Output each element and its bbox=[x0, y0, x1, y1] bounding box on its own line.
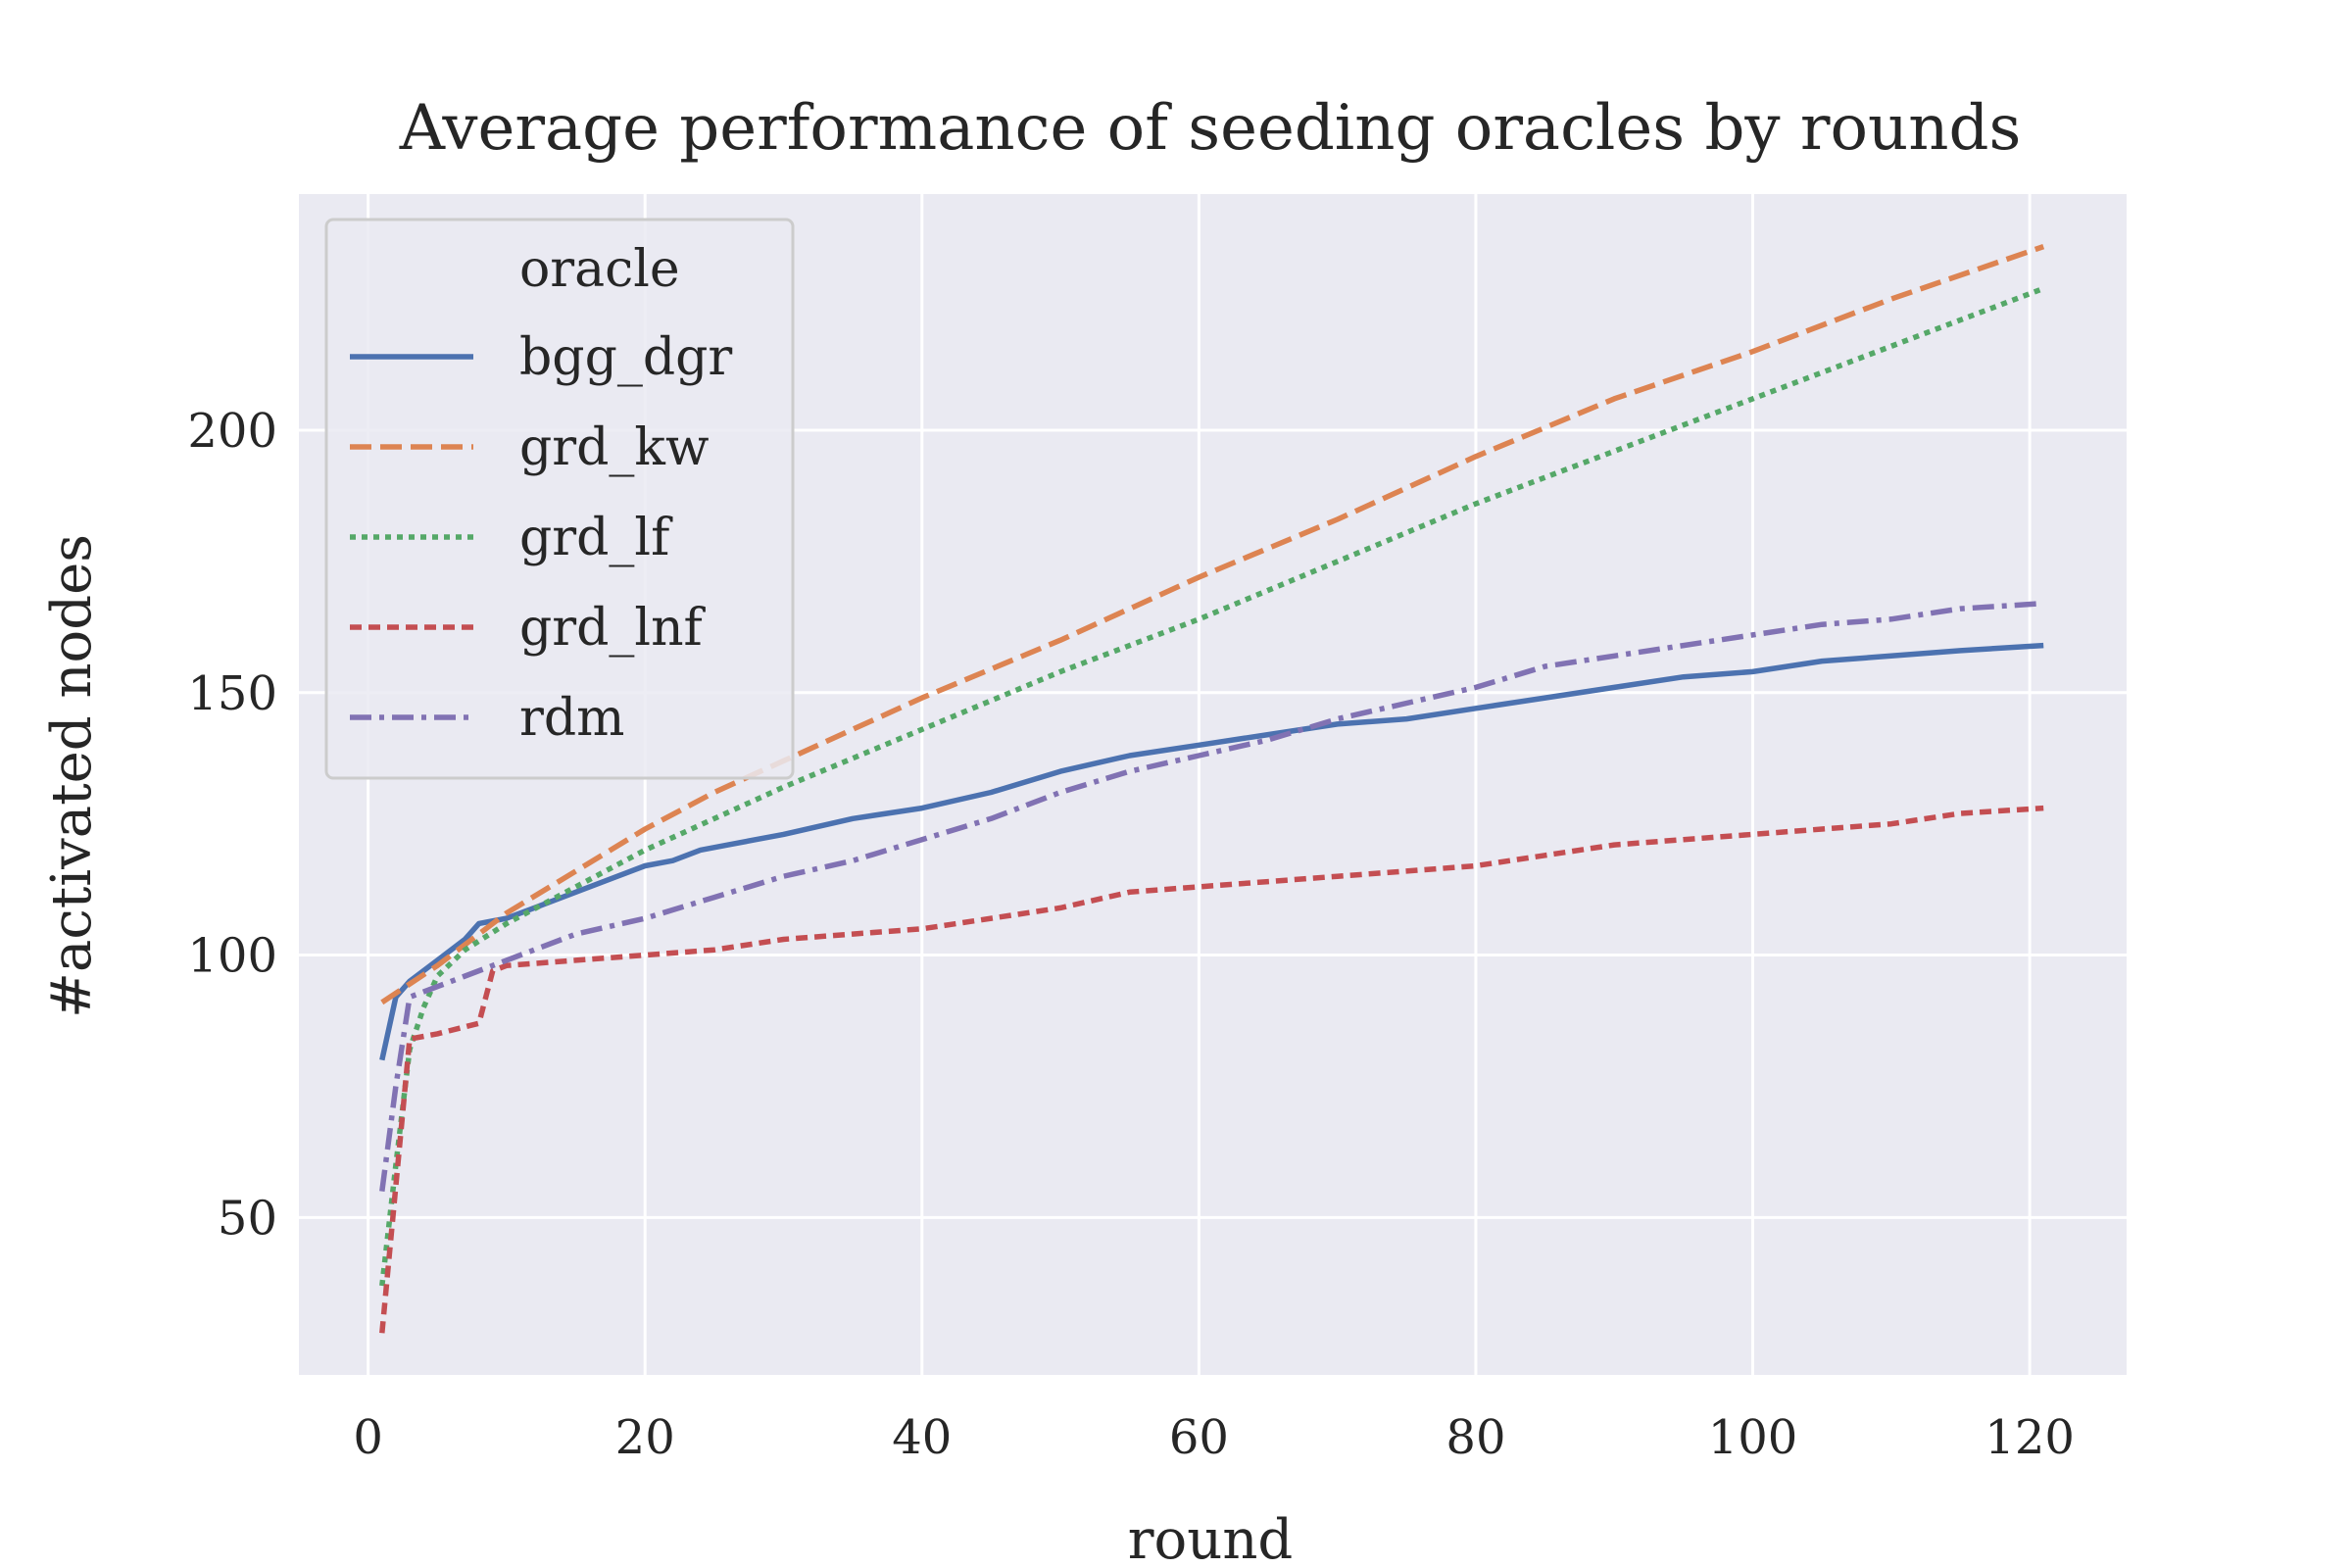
series-layer bbox=[379, 243, 2045, 1334]
x-tick-label: 40 bbox=[892, 1410, 952, 1465]
chart-title: Average performance of seeding oracles b… bbox=[399, 92, 2022, 165]
y-tick-label: 200 bbox=[187, 404, 277, 459]
x-tick-label: 100 bbox=[1708, 1410, 1798, 1465]
y-axis-label: #activated nodes bbox=[40, 534, 104, 1018]
legend-label: grd_kw bbox=[519, 418, 709, 477]
legend-label: bgg_dgr bbox=[519, 328, 732, 387]
x-axis-label: round bbox=[1128, 1508, 1293, 1568]
legend-label: rdm bbox=[519, 689, 624, 748]
y-tick-label: 50 bbox=[218, 1191, 277, 1246]
series-line-grd-kw bbox=[380, 243, 2045, 1005]
x-tick-label: 20 bbox=[615, 1410, 675, 1465]
x-tick-label: 0 bbox=[353, 1410, 383, 1465]
x-tick-label: 120 bbox=[1984, 1410, 2075, 1465]
series-line-rdm bbox=[379, 600, 2044, 1192]
x-tick-label: 80 bbox=[1446, 1410, 1505, 1465]
series-line-grd-lnf bbox=[379, 805, 2044, 1334]
legend-title: oracle bbox=[519, 240, 680, 299]
y-tick-label: 150 bbox=[187, 666, 277, 721]
tick-labels: 0 20 40 60 80 100 120 50 100 150 200 bbox=[187, 404, 2075, 1465]
grid bbox=[299, 194, 2127, 1375]
series-line-grd-lf bbox=[379, 285, 2045, 1287]
legend-label: grd_lnf bbox=[519, 599, 707, 658]
y-tick-label: 100 bbox=[187, 929, 277, 984]
legend-label: grd_lf bbox=[519, 509, 673, 567]
x-tick-label: 60 bbox=[1169, 1410, 1229, 1465]
